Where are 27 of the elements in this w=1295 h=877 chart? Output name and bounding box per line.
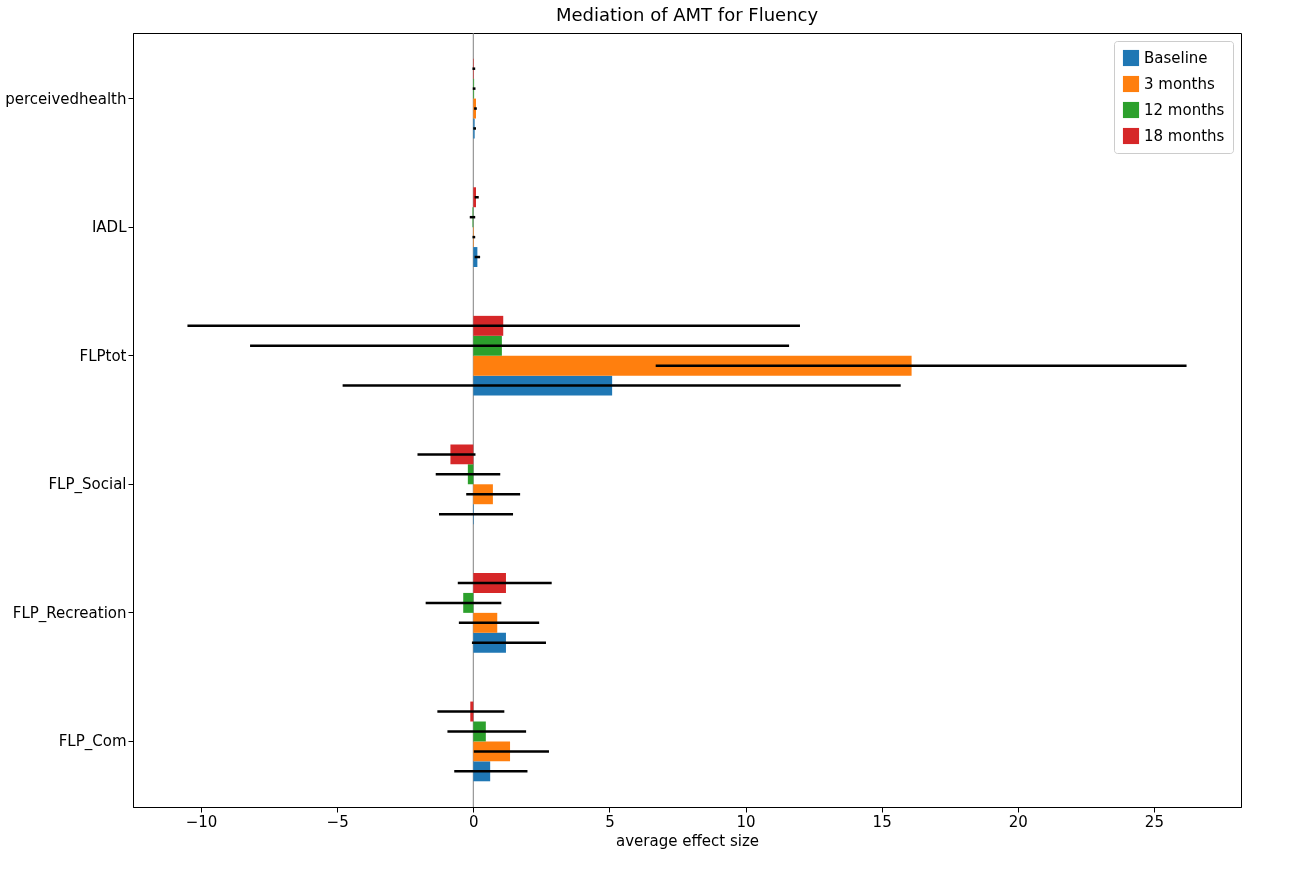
bar [473, 247, 478, 267]
bar [473, 187, 477, 208]
x-tick-label: 25 [1144, 812, 1164, 831]
legend-label: 3 months [1144, 75, 1215, 93]
legend-label: Baseline [1144, 49, 1208, 67]
x-tick-label: 10 [736, 812, 756, 831]
x-tick-label: 15 [872, 812, 892, 831]
bar [473, 335, 502, 356]
y-tick-label: FLP_Com [58, 732, 127, 752]
y-tick-label: perceivedhealth [5, 89, 127, 108]
y-tick-label: FLP_Recreation [12, 603, 127, 623]
x-axis-title: average effect size [616, 831, 759, 850]
x-tick-label: −10 [185, 812, 218, 831]
y-tick-label: FLPtot [79, 346, 127, 365]
x-tick-label: 20 [1008, 812, 1028, 831]
bar [473, 98, 477, 119]
chart-title: Mediation of AMT for Fluency [555, 3, 819, 25]
x-tick-label: 0 [469, 812, 479, 831]
bar [473, 612, 498, 633]
x-tick-label: 5 [605, 812, 615, 831]
y-tick-label: FLP_Social [48, 475, 127, 495]
bar [473, 315, 504, 336]
legend-label: 18 months [1144, 127, 1225, 145]
y-tick-label: IADL [91, 218, 128, 237]
bar [473, 355, 912, 376]
legend-label: 12 months [1144, 101, 1225, 119]
x-tick-label: −5 [326, 812, 349, 831]
